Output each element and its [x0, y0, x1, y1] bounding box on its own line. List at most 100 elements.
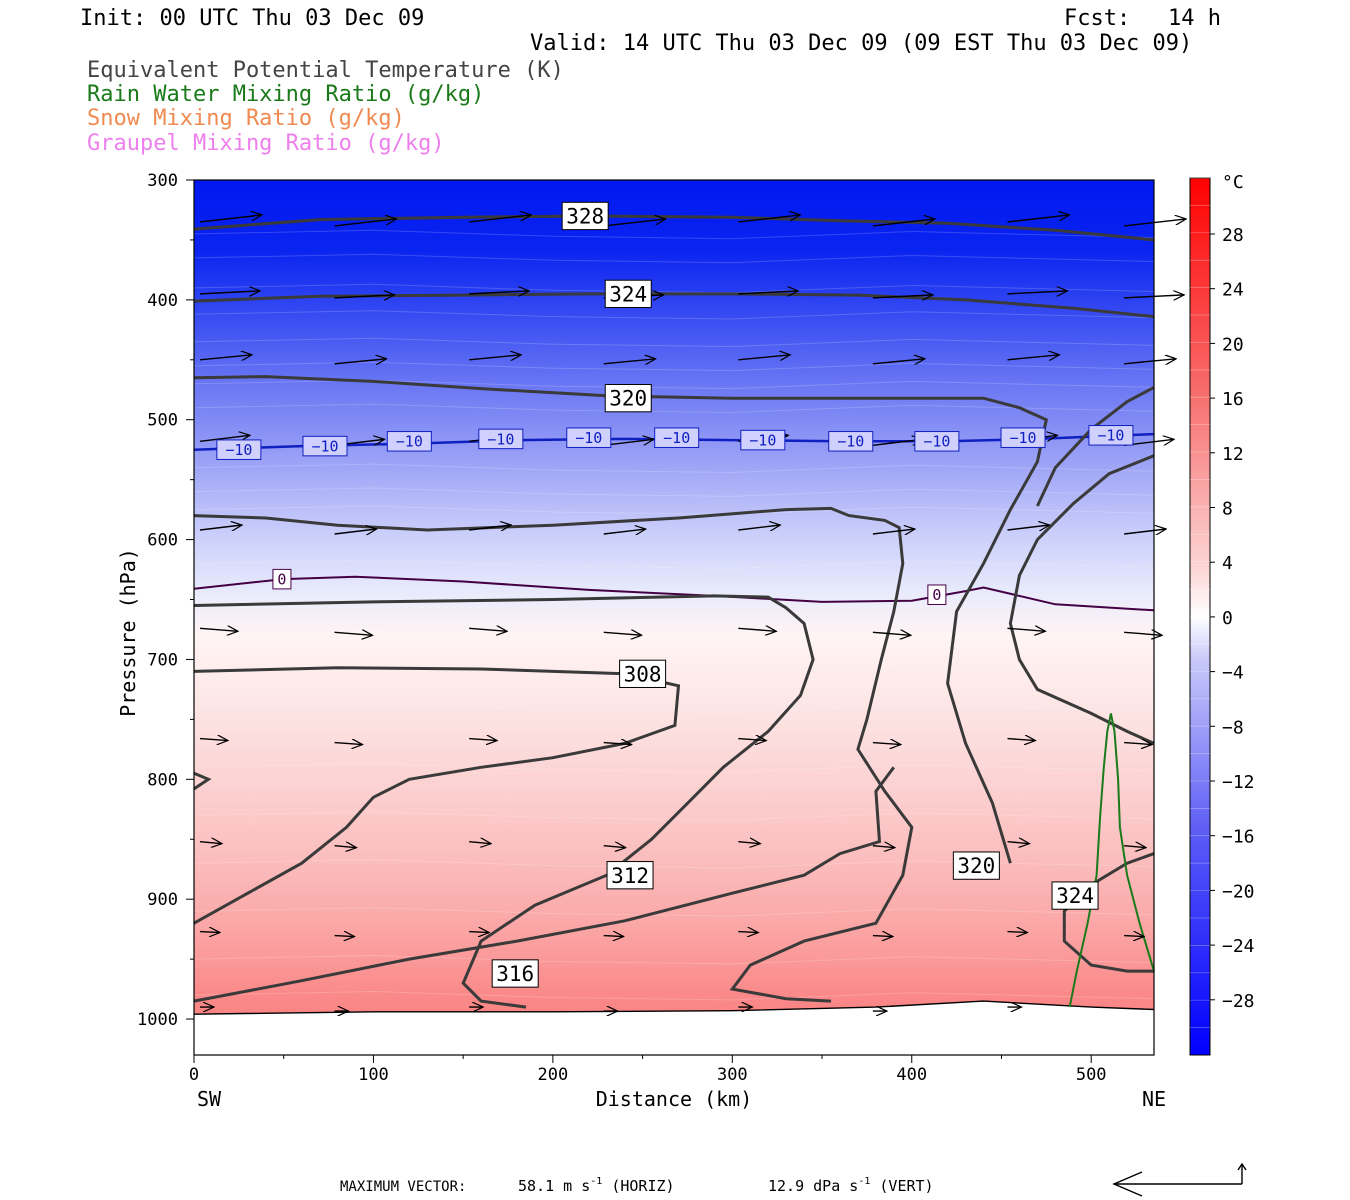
wind-vector — [1124, 936, 1144, 937]
shading-band — [193, 463, 1155, 474]
theta-e-label-text: 328 — [566, 205, 604, 229]
init-time: Init: 00 UTC Thu 03 Dec 09 — [80, 6, 425, 31]
y-tick-label: 600 — [147, 531, 178, 551]
theta-e-label: 308 — [619, 659, 667, 688]
shading-band — [193, 253, 1155, 264]
wind-vector — [469, 355, 521, 360]
wind-vector — [1124, 632, 1162, 635]
y-tick-label: 400 — [147, 291, 178, 311]
wind-vector — [872, 743, 901, 745]
isotherm-label-box — [386, 431, 432, 452]
x-tick-label: 300 — [717, 1065, 748, 1085]
wind-vector — [334, 632, 373, 635]
theta-e-label-box — [491, 959, 539, 988]
colorbar-label: −24 — [1222, 936, 1255, 957]
isotherm-label: −10 — [1088, 425, 1134, 446]
theta-e-label-text: 324 — [609, 282, 647, 306]
isotherm-label-text: −10 — [837, 433, 864, 451]
theta-e-label-text: 320 — [957, 854, 995, 878]
isotherm-label-box — [828, 431, 874, 452]
shading-band — [193, 990, 1155, 1001]
theta-e-contour — [193, 375, 1049, 864]
wind-vector — [872, 846, 895, 848]
shading-band — [193, 310, 1155, 320]
isotherm-label-box — [566, 427, 612, 448]
wind-vector — [334, 846, 357, 848]
isotherm-label-box — [1088, 425, 1134, 446]
theta-e-contour — [193, 666, 681, 925]
wind-vector — [738, 215, 800, 223]
shading-band — [193, 954, 1155, 965]
wind-vector — [872, 529, 915, 534]
wind-vector — [738, 525, 780, 530]
wind-vector — [334, 936, 355, 937]
theta-e-label-text: 308 — [624, 662, 662, 686]
wind-vector — [603, 529, 646, 534]
theta-e-contour — [193, 214, 1155, 242]
ref-vert-arrowhead — [1237, 1162, 1247, 1171]
wind-vector — [738, 628, 776, 631]
colorbar-label: −28 — [1222, 991, 1255, 1012]
isotherm-label: −10 — [302, 435, 348, 457]
wind-vector — [334, 529, 377, 534]
colorbar-label: 28 — [1222, 225, 1244, 246]
wind-vector — [738, 932, 758, 933]
wind-vector — [1007, 215, 1069, 223]
isotherm-label-text: −10 — [1097, 427, 1124, 445]
theta-e-label: 324 — [1051, 881, 1099, 910]
wind-vector — [603, 743, 632, 745]
wind-vector — [603, 846, 626, 848]
field-label-theta-e: Equivalent Potential Temperature (K) — [87, 58, 564, 83]
wind-vector — [199, 525, 242, 530]
theta-e-label-text: 316 — [496, 962, 534, 986]
x-tick-label: 200 — [538, 1065, 569, 1085]
shading-band — [193, 337, 1155, 348]
wind-vector — [603, 359, 656, 364]
wind-vector — [872, 295, 933, 298]
wind-vector — [199, 291, 260, 294]
theta-e-label-box — [606, 861, 654, 890]
isotherm-label-text: −10 — [396, 433, 423, 451]
y-tick-label: 500 — [147, 411, 178, 431]
shading-band — [193, 559, 1155, 569]
forecast-hour: 14 h — [1168, 6, 1221, 31]
y-tick-label: 800 — [147, 770, 178, 790]
wind-vector — [334, 219, 397, 227]
theta-e-label-box — [1051, 881, 1099, 910]
theta-e-label: 328 — [561, 201, 609, 231]
wind-vector — [469, 842, 491, 844]
field-label-rain: Rain Water Mixing Ratio (g/kg) — [87, 82, 485, 107]
colorbar-label: −8 — [1222, 717, 1244, 738]
theta-e-label: 312 — [606, 861, 654, 890]
isotherm-label: −10 — [828, 431, 874, 452]
theta-e-contour — [193, 506, 914, 1003]
wind-vector — [1007, 628, 1045, 631]
wind-vector — [872, 632, 911, 635]
theta-e-label-box — [604, 384, 652, 413]
x-tick-label: 500 — [1076, 1065, 1107, 1085]
wind-vector — [199, 932, 220, 933]
forecast-label: Fcst: — [1064, 6, 1131, 31]
isotherm-label-text: −10 — [487, 430, 514, 448]
isotherm-label-text: −10 — [749, 432, 776, 450]
colorbar-label: −12 — [1222, 772, 1255, 793]
isotherm-label-text: −10 — [575, 429, 602, 447]
isotherm-zero-label-box — [927, 584, 947, 605]
wind-vector — [738, 739, 766, 741]
terrain-mask — [194, 1001, 1154, 1055]
left-end-label: SW — [197, 1087, 222, 1111]
theta-e-label-text: 324 — [1056, 884, 1094, 908]
isotherm-zero-label-box — [272, 568, 292, 590]
y-tick-label: 700 — [147, 650, 178, 670]
wind-vector — [1124, 529, 1166, 534]
wind-vector — [603, 936, 624, 937]
colorbar-label: −20 — [1222, 881, 1255, 902]
wind-vector — [872, 359, 925, 364]
valid-time: Valid: 14 UTC Thu 03 Dec 09 (09 EST Thu … — [530, 31, 1193, 56]
wind-vector — [469, 628, 507, 631]
colorbar-label: 8 — [1222, 499, 1233, 520]
wind-vector — [738, 291, 798, 294]
isotherm-label-text: −10 — [311, 437, 338, 455]
theta-e-label-text: 320 — [609, 387, 647, 411]
